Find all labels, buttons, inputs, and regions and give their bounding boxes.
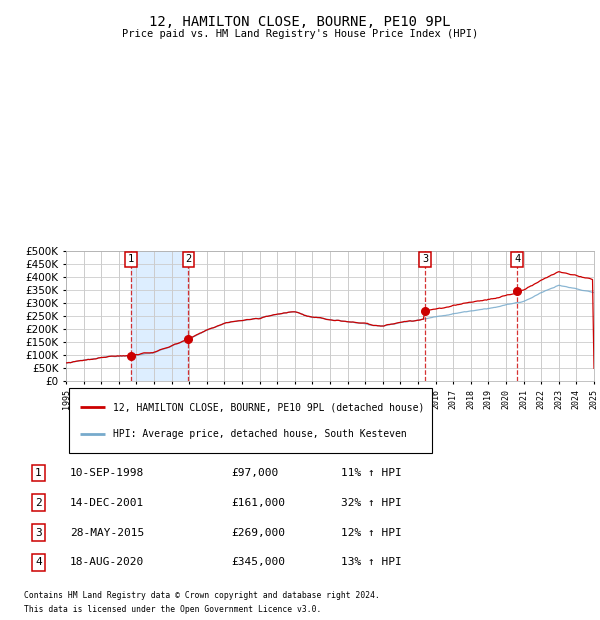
Text: 3: 3 xyxy=(35,528,42,538)
Text: 32% ↑ HPI: 32% ↑ HPI xyxy=(341,498,401,508)
Text: 4: 4 xyxy=(35,557,42,567)
Text: 3: 3 xyxy=(422,254,428,264)
Text: 12, HAMILTON CLOSE, BOURNE, PE10 9PL (detached house): 12, HAMILTON CLOSE, BOURNE, PE10 9PL (de… xyxy=(113,402,424,412)
Text: 28-MAY-2015: 28-MAY-2015 xyxy=(70,528,145,538)
Text: 1: 1 xyxy=(35,467,42,477)
Text: £269,000: £269,000 xyxy=(232,528,286,538)
Text: 4: 4 xyxy=(514,254,520,264)
Text: £97,000: £97,000 xyxy=(232,467,278,477)
Text: 2: 2 xyxy=(185,254,191,264)
Text: 12, HAMILTON CLOSE, BOURNE, PE10 9PL: 12, HAMILTON CLOSE, BOURNE, PE10 9PL xyxy=(149,16,451,30)
Bar xyxy=(131,251,188,381)
Text: 2: 2 xyxy=(35,498,42,508)
Text: Contains HM Land Registry data © Crown copyright and database right 2024.: Contains HM Land Registry data © Crown c… xyxy=(24,591,380,600)
Text: Price paid vs. HM Land Registry's House Price Index (HPI): Price paid vs. HM Land Registry's House … xyxy=(122,29,478,39)
Text: HPI: Average price, detached house, South Kesteven: HPI: Average price, detached house, Sout… xyxy=(113,430,406,440)
FancyBboxPatch shape xyxy=(69,388,432,453)
Text: £345,000: £345,000 xyxy=(232,557,286,567)
Text: 18-AUG-2020: 18-AUG-2020 xyxy=(70,557,145,567)
Text: 14-DEC-2001: 14-DEC-2001 xyxy=(70,498,145,508)
Text: 13% ↑ HPI: 13% ↑ HPI xyxy=(341,557,401,567)
Text: 12% ↑ HPI: 12% ↑ HPI xyxy=(341,528,401,538)
Text: £161,000: £161,000 xyxy=(232,498,286,508)
Text: 11% ↑ HPI: 11% ↑ HPI xyxy=(341,467,401,477)
Text: This data is licensed under the Open Government Licence v3.0.: This data is licensed under the Open Gov… xyxy=(24,604,322,614)
Text: 1: 1 xyxy=(128,254,134,264)
Text: 10-SEP-1998: 10-SEP-1998 xyxy=(70,467,145,477)
